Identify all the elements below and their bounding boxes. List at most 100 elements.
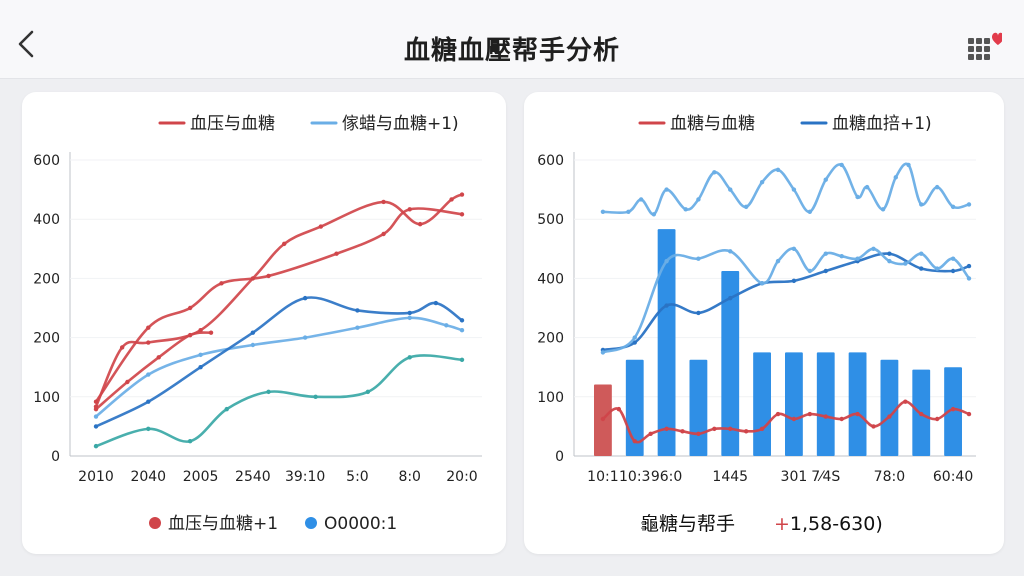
data-point xyxy=(775,411,781,417)
x-tick-label: 2540 xyxy=(235,469,271,485)
bar xyxy=(657,229,676,456)
data-point xyxy=(791,187,797,192)
data-point xyxy=(125,379,130,385)
data-point xyxy=(855,411,860,417)
data-point xyxy=(664,426,669,432)
top-bar: 血糖血壓帮手分析 xyxy=(0,0,1024,79)
data-point xyxy=(381,231,386,237)
x-tick-label: 301 xyxy=(781,469,808,485)
data-point xyxy=(146,325,151,330)
data-point xyxy=(696,431,701,436)
data-point xyxy=(791,278,797,284)
data-point xyxy=(93,424,99,429)
bottom-legend-label: O0000:1 xyxy=(324,514,397,534)
data-point xyxy=(93,443,99,449)
data-point xyxy=(919,251,924,256)
bar xyxy=(880,359,899,456)
data-point xyxy=(880,207,886,212)
x-tick-label: 2040 xyxy=(130,469,166,485)
data-point xyxy=(282,241,287,247)
data-point xyxy=(632,439,637,444)
data-point xyxy=(839,254,844,259)
data-point xyxy=(407,207,412,212)
data-point xyxy=(187,332,193,338)
data-point xyxy=(355,308,360,313)
data-point xyxy=(250,342,256,348)
legend-item-red: 血压与血糖 xyxy=(158,114,275,134)
data-point xyxy=(906,162,911,168)
bar xyxy=(816,352,835,456)
data-point xyxy=(864,184,870,190)
data-point xyxy=(950,406,956,412)
data-point xyxy=(775,258,781,264)
x-tick-label: 10:1 xyxy=(587,469,618,485)
data-point xyxy=(93,414,99,419)
data-point xyxy=(855,256,860,261)
data-point xyxy=(208,330,214,335)
data-point xyxy=(712,426,717,432)
x-tick-label: 1445 xyxy=(712,469,748,485)
data-point xyxy=(934,266,940,271)
data-point xyxy=(966,276,972,281)
legend-item-blue-label: 血糖血掊+1) xyxy=(832,113,932,134)
data-point xyxy=(648,431,653,436)
data-point xyxy=(187,439,193,444)
x-tick-label: 8:0 xyxy=(398,469,421,485)
data-point xyxy=(198,352,203,358)
data-point xyxy=(887,251,892,256)
legend-item-red-label: 血糖与血糖 xyxy=(670,114,755,134)
data-point xyxy=(198,328,203,333)
x-tick-label: 78:0 xyxy=(874,469,905,485)
data-point xyxy=(616,406,622,412)
grid-heart-icon xyxy=(968,32,1004,60)
data-point xyxy=(950,204,956,210)
legend-item-red-label: 血压与血糖 xyxy=(190,114,275,134)
menu-button[interactable] xyxy=(962,26,1004,66)
data-point xyxy=(417,221,423,227)
data-point xyxy=(807,411,813,417)
y-tick-label: 400 xyxy=(537,271,564,287)
data-point xyxy=(823,251,828,256)
data-point xyxy=(743,204,749,210)
data-point xyxy=(728,295,733,301)
x-tick-label: 20:0 xyxy=(446,469,477,485)
data-point xyxy=(156,355,161,360)
y-tick-label: 500 xyxy=(537,212,564,228)
data-point xyxy=(759,281,765,286)
data-point xyxy=(823,177,828,182)
data-point xyxy=(871,246,876,251)
data-point xyxy=(651,212,657,217)
left-chart-card: 0 100 200 200 400 600 2010 2040 2005 2540 39:10 5:0… xyxy=(22,92,506,554)
data-point xyxy=(759,426,765,432)
y-tick-label: 0 xyxy=(51,449,60,465)
data-point xyxy=(444,323,449,328)
data-point xyxy=(224,406,229,412)
data-point xyxy=(696,256,701,261)
back-button[interactable] xyxy=(10,26,44,60)
left-line-chart: 0 100 200 200 400 600 2010 2040 2005 2540 39:10 5:0… xyxy=(33,114,482,534)
x-tick-label: 2005 xyxy=(183,469,219,485)
bar xyxy=(848,352,867,456)
data-point xyxy=(950,268,956,274)
data-point xyxy=(893,175,898,180)
data-point xyxy=(664,303,669,308)
y-tick-label: 200 xyxy=(33,331,60,347)
series-line-1 xyxy=(94,193,464,408)
data-point xyxy=(355,325,360,330)
series-line-3 xyxy=(601,162,971,216)
data-point xyxy=(407,315,412,321)
x-tick-label: 60:40 xyxy=(933,469,973,485)
legend-item-blue-label: 傢蜡与血糖+1) xyxy=(342,114,459,134)
data-point xyxy=(950,256,956,261)
footer-left-label: 龜糖与帮手 xyxy=(640,513,735,535)
data-point xyxy=(459,328,465,333)
data-point xyxy=(93,406,99,412)
data-point xyxy=(791,416,797,422)
data-point xyxy=(638,197,644,202)
data-point xyxy=(600,350,606,355)
data-point xyxy=(433,300,439,306)
right-bar-line-chart: 0 100 200 400 500 600 10:1 10:3 96:0 1445 301 7⁄4S 7… xyxy=(537,113,976,535)
data-point xyxy=(449,197,454,202)
data-point xyxy=(934,416,940,422)
data-point xyxy=(807,209,813,214)
